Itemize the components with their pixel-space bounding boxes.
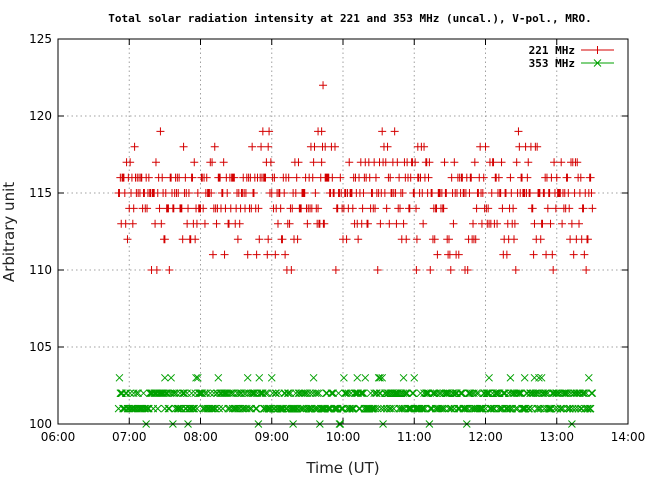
x-axis-ticks: 06:00 07:00 08:00 09:00 10:00 11:00 12:00 13:00… [41, 39, 646, 444]
chart-title: Total solar radiation intensity at 221 a… [108, 12, 591, 25]
y-tick-label: 110 [29, 263, 52, 277]
y-axis-label: Arbitrary unit [0, 182, 18, 282]
y-axis-ticks: 100 105 110 115 120 125 [29, 32, 628, 431]
legend-label-353: 353 MHz [529, 57, 575, 70]
y-tick-label: 105 [29, 340, 52, 354]
x-tick-label: 07:00 [112, 430, 147, 444]
y-tick-label: 115 [29, 186, 52, 200]
series-221-mhz-points [114, 81, 597, 274]
x-tick-label: 08:00 [183, 430, 218, 444]
grid-lines [58, 39, 628, 424]
series-221-markers [114, 81, 597, 274]
legend-marker-221 [593, 46, 602, 54]
plot-frame [57, 38, 629, 425]
series-353-mhz-points [114, 373, 597, 428]
x-tick-label: 13:00 [539, 430, 574, 444]
x-tick-label: 09:00 [254, 430, 289, 444]
series-353-markers [114, 373, 597, 428]
legend-marker-353 [593, 59, 602, 67]
legend: 221 MHz 353 MHz [529, 44, 614, 70]
x-tick-label: 06:00 [41, 430, 76, 444]
x-tick-label: 10:00 [326, 430, 361, 444]
x-axis-label: Time (UT) [305, 459, 379, 477]
y-tick-label: 100 [29, 417, 52, 431]
x-tick-label: 12:00 [468, 430, 503, 444]
x-tick-label: 11:00 [397, 430, 432, 444]
y-tick-label: 125 [29, 32, 52, 46]
legend-label-221: 221 MHz [529, 44, 575, 57]
y-tick-label: 120 [29, 109, 52, 123]
x-tick-label: 14:00 [611, 430, 646, 444]
